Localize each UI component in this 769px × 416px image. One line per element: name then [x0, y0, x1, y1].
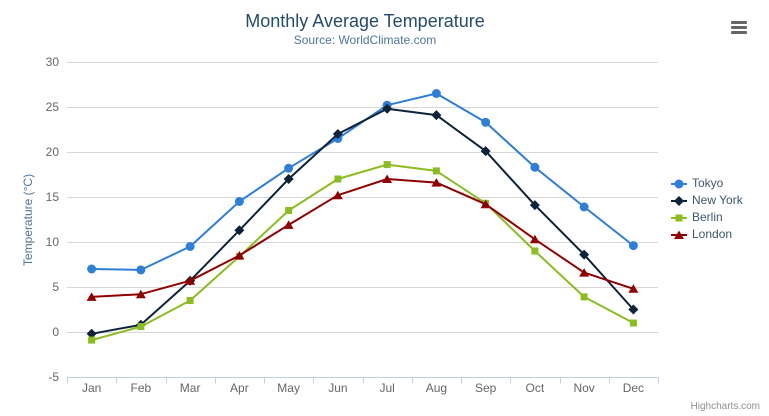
- data-point-berlin-jul[interactable]: [383, 161, 391, 169]
- legend-item-tokyo[interactable]: Tokyo: [671, 177, 743, 190]
- y-axis-label: 0: [52, 325, 59, 339]
- data-point-tokyo-oct[interactable]: [530, 162, 540, 172]
- legend-item-label: Berlin: [692, 210, 723, 224]
- legend-marker-icon: [671, 230, 687, 239]
- legend-marker-shape[interactable]: [674, 179, 684, 188]
- data-point-berlin-oct[interactable]: [531, 247, 539, 255]
- legend-marker-shape[interactable]: [674, 230, 684, 239]
- data-point-london-may[interactable]: [283, 220, 294, 229]
- y-axis-label: 30: [46, 55, 60, 69]
- hamburger-icon: [731, 21, 751, 34]
- legend-item-berlin[interactable]: Berlin: [671, 211, 743, 224]
- data-point-tokyo-dec[interactable]: [628, 241, 638, 251]
- data-point-london-jun[interactable]: [332, 190, 343, 200]
- data-point-tokyo-aug[interactable]: [431, 89, 441, 98]
- data-point-london-nov[interactable]: [579, 268, 590, 277]
- data-point-new-york-oct[interactable]: [529, 200, 540, 211]
- legend-item-new-york[interactable]: New York: [671, 194, 743, 207]
- credits-link[interactable]: Highcharts.com: [690, 401, 760, 412]
- series-line-tokyo[interactable]: [90, 92, 635, 271]
- export-menu-button[interactable]: [729, 19, 753, 40]
- data-point-berlin-may[interactable]: [285, 207, 293, 214]
- y-axis-label: -5: [48, 370, 59, 384]
- hamburger-bar: [731, 26, 747, 29]
- data-point-new-york-dec[interactable]: [628, 304, 639, 315]
- x-axis-label: Aug: [426, 381, 447, 395]
- x-axis-label: Feb: [131, 381, 152, 395]
- x-axis-label: Jun: [328, 381, 347, 395]
- data-point-london-dec[interactable]: [628, 284, 639, 293]
- data-point-berlin-mar[interactable]: [186, 297, 194, 304]
- x-axis-label: Jul: [379, 381, 394, 395]
- data-point-berlin-aug[interactable]: [432, 167, 440, 175]
- hamburger-bar: [731, 31, 747, 34]
- data-point-tokyo-sep[interactable]: [481, 117, 491, 127]
- legend-item-label: Tokyo: [692, 176, 724, 190]
- data-point-tokyo-apr[interactable]: [234, 197, 244, 206]
- data-point-tokyo-jan[interactable]: [87, 264, 97, 274]
- data-point-london-jul[interactable]: [382, 174, 393, 184]
- x-axis-label: Sep: [475, 381, 497, 395]
- data-point-tokyo-nov[interactable]: [579, 202, 589, 212]
- x-axis-label: Apr: [230, 381, 249, 395]
- y-axis-label: 25: [46, 100, 60, 114]
- series-line-new-york[interactable]: [90, 107, 635, 335]
- x-axis-label: May: [277, 381, 300, 395]
- chart-subtitle: Source: WorldClimate.com: [293, 33, 437, 47]
- series-line-london[interactable]: [90, 178, 635, 298]
- series-new-york: [86, 103, 639, 339]
- data-point-new-york-apr[interactable]: [234, 225, 245, 236]
- x-axis-label: Jan: [82, 381, 101, 395]
- data-point-tokyo-may[interactable]: [284, 163, 294, 173]
- data-point-new-york-aug[interactable]: [431, 110, 442, 121]
- legend-item-london[interactable]: London: [671, 228, 743, 241]
- legend-marker-icon: [671, 179, 687, 188]
- series-tokyo: [87, 89, 638, 275]
- data-point-new-york-sep[interactable]: [480, 146, 491, 157]
- data-point-new-york-jun[interactable]: [332, 129, 343, 139]
- data-point-berlin-nov[interactable]: [580, 293, 588, 301]
- data-point-tokyo-feb[interactable]: [136, 265, 146, 275]
- x-axis-label: Nov: [573, 381, 594, 395]
- data-point-london-sep[interactable]: [480, 199, 491, 209]
- data-point-london-aug[interactable]: [431, 178, 442, 187]
- series-london: [86, 174, 639, 301]
- data-point-london-apr[interactable]: [234, 251, 245, 260]
- data-point-london-oct[interactable]: [529, 234, 540, 244]
- data-point-london-jan[interactable]: [86, 292, 97, 301]
- data-point-berlin-jan[interactable]: [88, 336, 96, 344]
- data-point-berlin-jun[interactable]: [334, 175, 342, 183]
- data-point-new-york-nov[interactable]: [579, 249, 590, 260]
- legend-marker-icon: [671, 195, 687, 206]
- y-axis-label: 5: [52, 280, 59, 294]
- legend: Tokyo New York Berlin London: [671, 177, 743, 245]
- y-axis-label: 10: [46, 235, 60, 249]
- legend-marker-shape[interactable]: [675, 214, 683, 221]
- data-point-new-york-jul[interactable]: [382, 103, 393, 114]
- y-axis-label: 15: [46, 190, 60, 204]
- data-point-tokyo-mar[interactable]: [185, 242, 195, 251]
- legend-marker-shape[interactable]: [674, 195, 684, 206]
- data-point-london-mar[interactable]: [185, 276, 196, 285]
- x-axis-label: Dec: [623, 381, 644, 395]
- data-point-berlin-dec[interactable]: [629, 319, 637, 327]
- hamburger-bar: [731, 21, 747, 24]
- data-point-berlin-feb[interactable]: [137, 323, 145, 331]
- data-point-new-york-jan[interactable]: [86, 328, 97, 339]
- x-axis-label: Oct: [526, 381, 545, 395]
- x-axis-label: Mar: [180, 381, 201, 395]
- data-point-london-feb[interactable]: [135, 289, 146, 299]
- legend-item-label: New York: [692, 193, 743, 207]
- legend-marker-icon: [671, 214, 687, 221]
- data-point-new-york-may[interactable]: [283, 174, 294, 184]
- y-axis-label: 20: [46, 145, 60, 159]
- chart-title: Monthly Average Temperature: [245, 11, 485, 31]
- series-line-berlin[interactable]: [90, 163, 635, 342]
- legend-item-label: London: [692, 227, 733, 241]
